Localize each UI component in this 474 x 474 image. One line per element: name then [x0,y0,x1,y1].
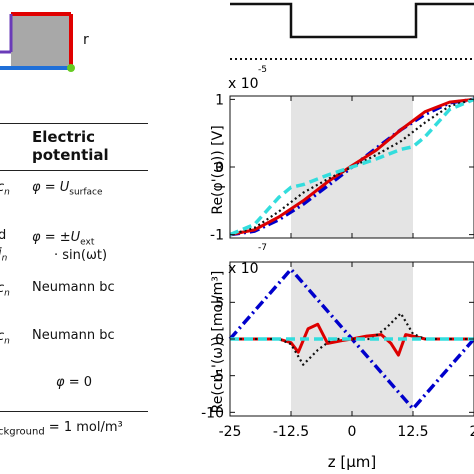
p2-xlabel: z [μm] [328,453,377,471]
row0-potential: φ = Usurface [32,180,103,198]
row0-left: cn [0,180,10,198]
p1-ytick-label-0: 1 [215,92,224,108]
row1-left: jn [0,246,8,264]
row4-potential: φ = 0 [56,375,93,390]
p1-exponent-power: -5 [258,65,267,75]
p2-series-1 [230,322,474,357]
row2-left: cn [0,281,10,299]
corner-point [67,64,75,72]
geometry-profile [230,2,474,60]
p1-ylabel: Re(φ'(ω)) [V] [210,125,226,214]
row3-left: cn [0,329,10,347]
row3-text: Neumann bc [32,328,115,343]
p2-xtick-label-0: -25 [219,424,242,440]
p1-exponent: x 10 [228,76,259,92]
p2-xtick-label-3: 12.5 [397,424,428,440]
p2-ytick-label-3: -10 [201,405,224,421]
p1-series-3 [229,97,474,237]
table-header-line2: potential [32,146,109,164]
schematic-label: r [83,32,89,48]
p2-exponent: x 10 [228,261,259,277]
row1-potential: φ = ±Uext [32,230,95,248]
domain-fill [11,14,71,68]
p2-ytick-label-1: 0 [215,332,224,348]
p2-xtick-label-2: 0 [348,424,357,440]
profile-line [230,2,474,39]
p2-xtick-label-1: -12.5 [273,424,309,440]
domain-schematic [0,12,75,72]
p2-ytick-label-2: -5 [210,369,224,385]
row1-left-top: d [0,228,7,243]
row1-sin: · sin(ωt) [54,248,108,263]
table-header-rule [0,170,148,171]
p1-ytick-label-2: -1 [210,228,224,244]
p2-ytick-label-0: 5 [215,295,224,311]
row2-text: Neumann bc [32,280,115,295]
table-bottom-note: ckground = 1 mol/m³ [0,420,123,438]
table-top-rule [0,123,148,124]
table-header-line1: Electric [32,128,96,146]
p1-ytick-label-1: 0 [215,160,224,176]
p2-ylabel: Re(cn₁'(ω)) [mol/m³] [210,271,226,414]
table-bottom-rule [0,411,148,412]
p2-xtick-label-4: 2 [470,424,474,440]
p2-exponent-power: -7 [258,243,267,253]
